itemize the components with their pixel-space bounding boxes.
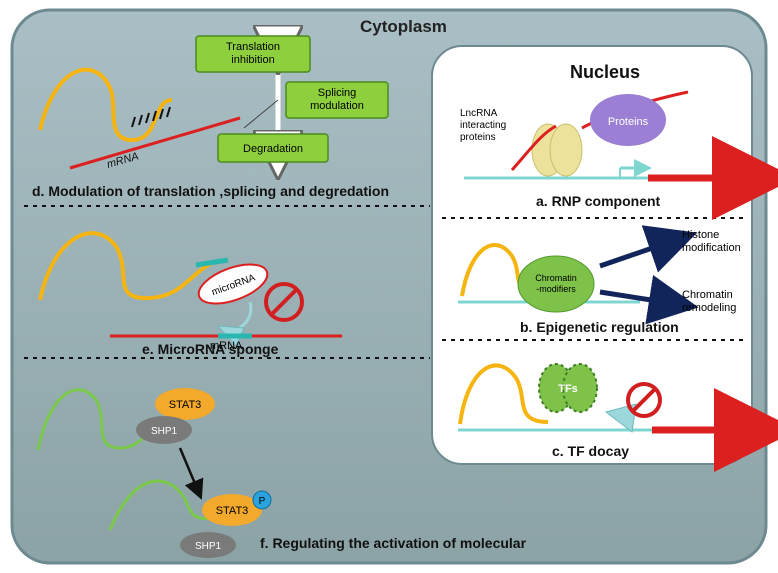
phosphate-label: P <box>259 496 266 507</box>
diagram-root: Cytoplasm Nucleus mRNA Translation inhib… <box>0 0 778 573</box>
nucleus-title: Nucleus <box>570 62 640 82</box>
caption-e: e. MicroRNA sponge <box>142 341 279 357</box>
diagram-svg: Cytoplasm Nucleus mRNA Translation inhib… <box>0 0 778 573</box>
svg-text:Histone: Histone <box>682 229 719 241</box>
svg-text:Chromatin: Chromatin <box>535 273 577 283</box>
svg-text:modulation: modulation <box>310 100 364 112</box>
caption-d: d. Modulation of translation ,splicing a… <box>32 183 389 199</box>
caption-b: b. Epigenetic regulation <box>520 319 679 335</box>
shp1-label-1: SHP1 <box>151 426 178 437</box>
box-degradation: Degradation <box>218 134 328 162</box>
svg-text:inhibition: inhibition <box>231 54 274 66</box>
svg-text:-modifiers: -modifiers <box>536 284 576 294</box>
svg-text:modification: modification <box>682 242 741 254</box>
tfs-label: TFs <box>558 383 578 395</box>
stat3-label-1: STAT3 <box>169 399 202 411</box>
svg-text:remodeling: remodeling <box>682 302 736 314</box>
caption-c: c. TF docay <box>552 443 629 459</box>
lncint-label: LncRNA <box>460 108 498 119</box>
cytoplasm-title: Cytoplasm <box>360 17 447 36</box>
svg-text:Splicing: Splicing <box>318 87 357 99</box>
box-splicing-modulation: Splicing modulation <box>286 82 388 118</box>
shp1-label-2: SHP1 <box>195 541 222 552</box>
svg-text:proteins: proteins <box>460 132 496 143</box>
caption-f: f. Regulating the activation of molecula… <box>260 535 527 551</box>
svg-text:Translation: Translation <box>226 41 280 53</box>
stat3-label-2: STAT3 <box>216 505 249 517</box>
svg-text:Chromatin: Chromatin <box>682 289 733 301</box>
protein-lobe-2 <box>550 124 582 176</box>
caption-a: a. RNP component <box>536 193 661 209</box>
box-translation-inhibition: Translation inhibition <box>196 36 310 72</box>
svg-text:Degradation: Degradation <box>243 143 303 155</box>
svg-text:interacting: interacting <box>460 120 506 131</box>
proteins-label: Proteins <box>608 116 649 128</box>
